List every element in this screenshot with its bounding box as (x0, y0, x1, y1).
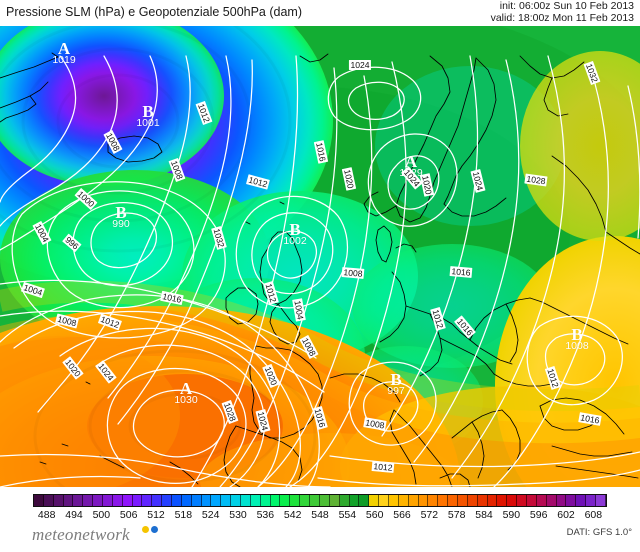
colorbar-tick: 530 (229, 509, 247, 521)
colorbar-swatch (428, 495, 439, 506)
colorbar-swatch (566, 495, 577, 506)
data-source-label: DATI: GFS 1.0° (566, 527, 632, 538)
colorbar-tick: 488 (37, 509, 56, 521)
colorbar-swatch (310, 495, 320, 506)
colorbar-tick: 494 (65, 509, 83, 521)
isobar-label: 1016 (449, 265, 473, 278)
colorbar-swatch (546, 495, 557, 506)
colorbar-swatch (260, 495, 271, 506)
colorbar-tick: 512 (147, 509, 165, 521)
colorbar-swatch (438, 495, 449, 506)
colorbar-swatch (53, 495, 64, 506)
logo-text: meteonetwork (32, 525, 130, 544)
colorbar-swatch (231, 495, 242, 506)
colorbar-swatch (280, 495, 291, 506)
colorbar-swatch (556, 495, 567, 506)
colorbar-swatch (467, 495, 478, 506)
colorbar-swatch (339, 495, 350, 506)
isobar-label: 1012 (371, 460, 395, 473)
colorbar-tick: 554 (338, 509, 357, 521)
colorbar-swatch (526, 495, 537, 506)
colorbar-swatch (63, 495, 74, 506)
colorbar-tick-labels: 488 494 500 506 512 518 524 530 536 542 548 554 560 5… (33, 509, 607, 522)
colorbar-swatch (93, 495, 104, 506)
colorbar-tick: 524 (201, 509, 220, 521)
colorbar-swatch (132, 495, 143, 506)
colorbar-swatch (448, 495, 458, 506)
geopotential-colorbar[interactable] (33, 494, 607, 507)
colorbar-swatch (211, 495, 222, 506)
colorbar-swatch (172, 495, 182, 506)
colorbar-footer: 488 494 500 506 512 518 524 530 536 542 548 554 560 5… (0, 489, 640, 552)
colorbar-swatch (536, 495, 547, 506)
colorbar-swatch (418, 495, 429, 506)
colorbar-tick: 584 (475, 509, 493, 521)
colorbar-swatch (319, 495, 330, 506)
colorbar-swatch (329, 495, 340, 506)
colorbar-swatch (162, 495, 173, 506)
colorbar-swatch (576, 495, 587, 506)
colorbar-tick: 602 (557, 509, 575, 521)
colorbar-tick: 608 (584, 509, 603, 521)
colorbar-swatch (43, 495, 54, 506)
colorbar-swatch (221, 495, 232, 506)
colorbar-swatch (112, 495, 123, 506)
colorbar-swatch (349, 495, 360, 506)
colorbar-swatch (369, 495, 380, 506)
colorbar-swatch (270, 495, 281, 506)
colorbar-swatch (103, 495, 113, 506)
valid-time-label: valid: 18:00z Mon 11 Feb 2013 (490, 12, 634, 24)
colorbar-tick: 500 (92, 509, 111, 521)
colorbar-swatch (507, 495, 518, 506)
colorbar-swatch (142, 495, 153, 506)
colorbar-swatch (487, 495, 498, 506)
page-title: Pressione SLM (hPa) e Geopotenziale 500h… (6, 5, 302, 19)
weather-map-canvas[interactable]: A 1019 B 1001 B 990 B 1002 A 1029 A 1030… (0, 26, 640, 487)
colorbar-swatch (300, 495, 311, 506)
map-svg (0, 26, 640, 487)
logo-blue-dot-icon (151, 526, 158, 533)
colorbar-swatch (408, 495, 419, 506)
colorbar-swatch (586, 495, 596, 506)
colorbar-swatch (388, 495, 399, 506)
colorbar-swatch (34, 495, 44, 506)
isobar-label: 1024 (348, 59, 372, 70)
colorbar-swatch (457, 495, 468, 506)
colorbar-swatch (517, 495, 527, 506)
colorbar-swatch (497, 495, 508, 506)
isobar-label: 1008 (341, 266, 365, 279)
colorbar-swatch (595, 495, 606, 506)
colorbar-tick: 560 (365, 509, 384, 521)
colorbar-tick: 578 (447, 509, 466, 521)
colorbar-swatch (83, 495, 94, 506)
colorbar-swatch (122, 495, 133, 506)
init-time-label: init: 06:00z Sun 10 Feb 2013 (499, 0, 634, 12)
colorbar-tick: 542 (283, 509, 302, 521)
colorbar-swatch (477, 495, 488, 506)
colorbar-tick: 590 (502, 509, 521, 521)
colorbar-tick: 536 (256, 509, 275, 521)
colorbar-swatch (398, 495, 409, 506)
logo-yellow-dot-icon (142, 526, 149, 533)
meteonetwork-logo[interactable]: meteonetwork (32, 525, 158, 547)
colorbar-swatch (290, 495, 301, 506)
colorbar-tick: 518 (174, 509, 193, 521)
isobar-lines-layer (0, 55, 640, 487)
map-header: Pressione SLM (hPa) e Geopotenziale 500h… (0, 0, 640, 26)
colorbar-tick: 596 (529, 509, 548, 521)
colorbar-swatch (359, 495, 370, 506)
colorbar-swatch (191, 495, 202, 506)
colorbar-swatch (152, 495, 163, 506)
colorbar-swatch (379, 495, 389, 506)
colorbar-tick: 506 (119, 509, 138, 521)
colorbar-swatch (201, 495, 212, 506)
colorbar-swatch (73, 495, 84, 506)
colorbar-swatch (241, 495, 251, 506)
colorbar-tick: 566 (393, 509, 411, 521)
colorbar-tick: 548 (311, 509, 329, 521)
colorbar-swatch (181, 495, 192, 506)
colorbar-swatch (250, 495, 261, 506)
colorbar-tick: 572 (420, 509, 439, 521)
